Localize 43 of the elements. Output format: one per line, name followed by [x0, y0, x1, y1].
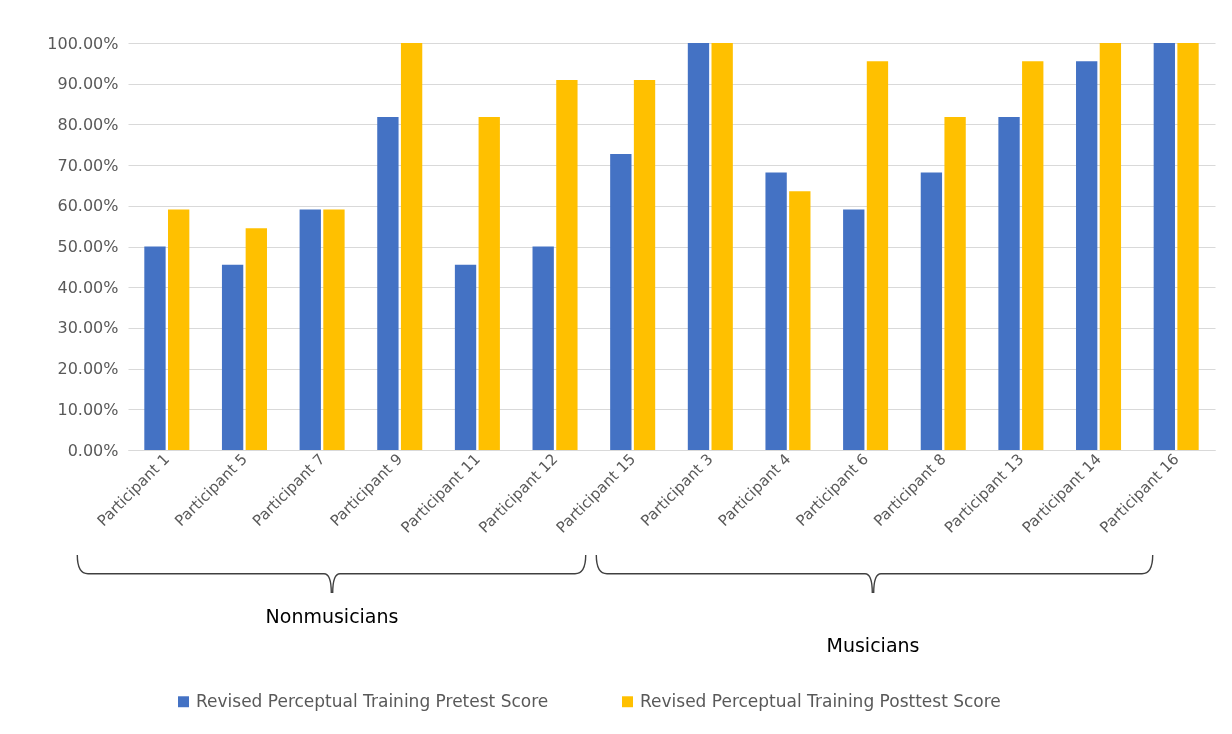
bar: [377, 117, 399, 450]
bar: [245, 228, 267, 450]
y-tick-label: 20.00%: [57, 359, 119, 379]
bar: [144, 246, 166, 450]
bar: [633, 80, 656, 450]
bar: [221, 264, 244, 450]
text: Musicians: [826, 634, 920, 656]
bar: [789, 191, 811, 450]
bar: [687, 43, 710, 450]
bar: [843, 209, 865, 450]
text: Nonmusicians: [265, 605, 399, 627]
bar: [1099, 43, 1122, 450]
y-tick-label: 60.00%: [57, 196, 119, 216]
bar: [944, 117, 966, 450]
bar: [1022, 61, 1044, 450]
bar: [299, 209, 321, 450]
bar: [1076, 61, 1098, 450]
bar: [556, 80, 578, 450]
bar: [532, 246, 554, 450]
bar: [168, 209, 190, 450]
legend-label: Revised Perceptual Training Posttest Score: [640, 690, 1001, 711]
bar: [711, 43, 733, 450]
y-tick-label: 0.00%: [67, 440, 119, 460]
bar: [478, 117, 500, 450]
bar: [1153, 43, 1175, 450]
y-tick-label: 100.00%: [47, 33, 119, 53]
y-tick-label: 70.00%: [57, 155, 119, 175]
bar: [920, 172, 943, 450]
bar: [866, 61, 889, 450]
bar: [1177, 43, 1199, 450]
legend-label: Revised Perceptual Training Pretest Score: [196, 690, 549, 711]
bar: [454, 264, 477, 450]
bar: [400, 43, 423, 450]
y-tick-label: 10.00%: [57, 399, 119, 419]
y-tick-label: 90.00%: [57, 74, 119, 94]
y-tick-label: 50.00%: [57, 237, 119, 256]
y-tick-label: 30.00%: [57, 318, 119, 338]
bar: [998, 117, 1020, 450]
bar: [765, 172, 787, 450]
y-tick-label: 40.00%: [57, 277, 119, 297]
bar: [610, 154, 632, 450]
y-tick-label: 80.00%: [57, 114, 119, 134]
bar: [323, 209, 345, 450]
